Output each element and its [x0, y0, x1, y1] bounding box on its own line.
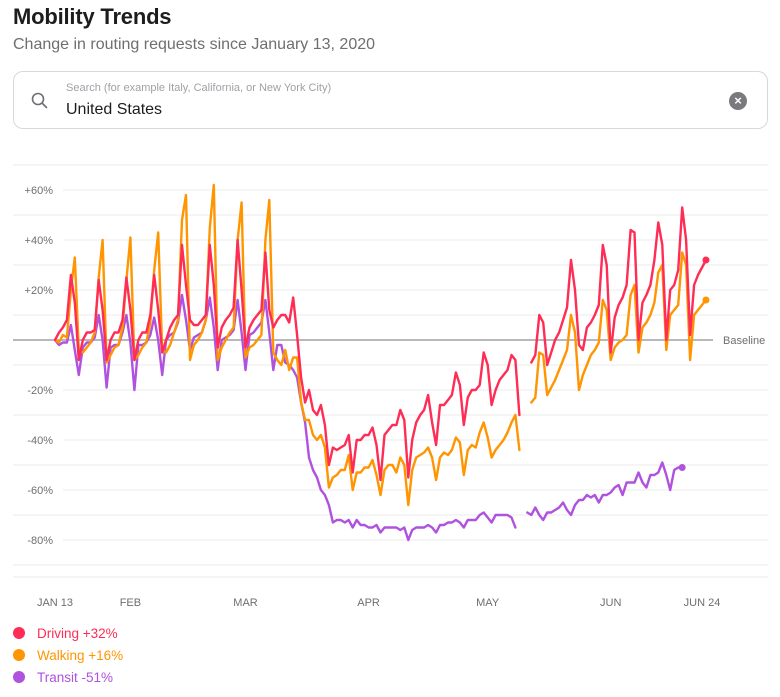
end-marker-transit [678, 464, 686, 471]
baseline-label: Baseline [723, 335, 765, 347]
page-title: Mobility Trends [13, 4, 172, 29]
y-tick-label: -80% [27, 535, 53, 547]
x-tick-label: MAY [476, 597, 500, 609]
search-field[interactable]: Search (for example Italy, California, o… [13, 71, 768, 129]
x-tick-label: FEB [120, 597, 141, 609]
series-line-walking [53, 183, 521, 507]
series-line-walking [530, 251, 708, 404]
page-subtitle: Change in routing requests since January… [13, 36, 376, 53]
y-tick-label: -20% [27, 385, 53, 397]
clear-icon[interactable]: × [729, 92, 747, 110]
series-line-driving [53, 238, 521, 482]
series-line-transit [53, 293, 517, 542]
x-tick-label: APR [357, 597, 380, 609]
legend-label-driving: Driving +32% [37, 625, 118, 641]
y-tick-label: +20% [25, 285, 54, 297]
legend: Driving +32% Walking +16% Transit -51% [13, 622, 123, 688]
legend-dot-driving [13, 627, 25, 639]
legend-label-walking: Walking +16% [37, 647, 124, 663]
y-tick-label: +60% [25, 185, 54, 197]
x-tick-label: JUN [600, 597, 621, 609]
legend-dot-transit [13, 671, 25, 683]
mobility-chart: +60% +40% +20% -20% -40% -60% -80% Baseline JAN … [13, 164, 768, 609]
search-input[interactable]: United States [66, 101, 163, 118]
legend-dot-walking [13, 649, 25, 661]
end-marker-driving [702, 256, 710, 264]
series-line-driving [530, 206, 708, 367]
y-tick-label: +40% [25, 235, 54, 247]
y-tick-label: -60% [27, 485, 53, 497]
legend-label-transit: Transit -51% [37, 669, 114, 685]
x-tick-label: JUN 24 [684, 597, 721, 609]
y-tick-label: -40% [27, 435, 53, 447]
legend-item-transit[interactable]: Transit -51% [13, 666, 123, 688]
search-icon [31, 92, 48, 109]
search-placeholder: Search (for example Italy, California, o… [66, 82, 332, 94]
x-tick-label: MAR [233, 597, 258, 609]
x-tick-label: JAN 13 [37, 597, 73, 609]
end-marker-walking [702, 296, 710, 304]
legend-item-walking[interactable]: Walking +16% [13, 644, 123, 666]
legend-item-driving[interactable]: Driving +32% [13, 622, 123, 644]
series-line-transit [526, 461, 684, 522]
